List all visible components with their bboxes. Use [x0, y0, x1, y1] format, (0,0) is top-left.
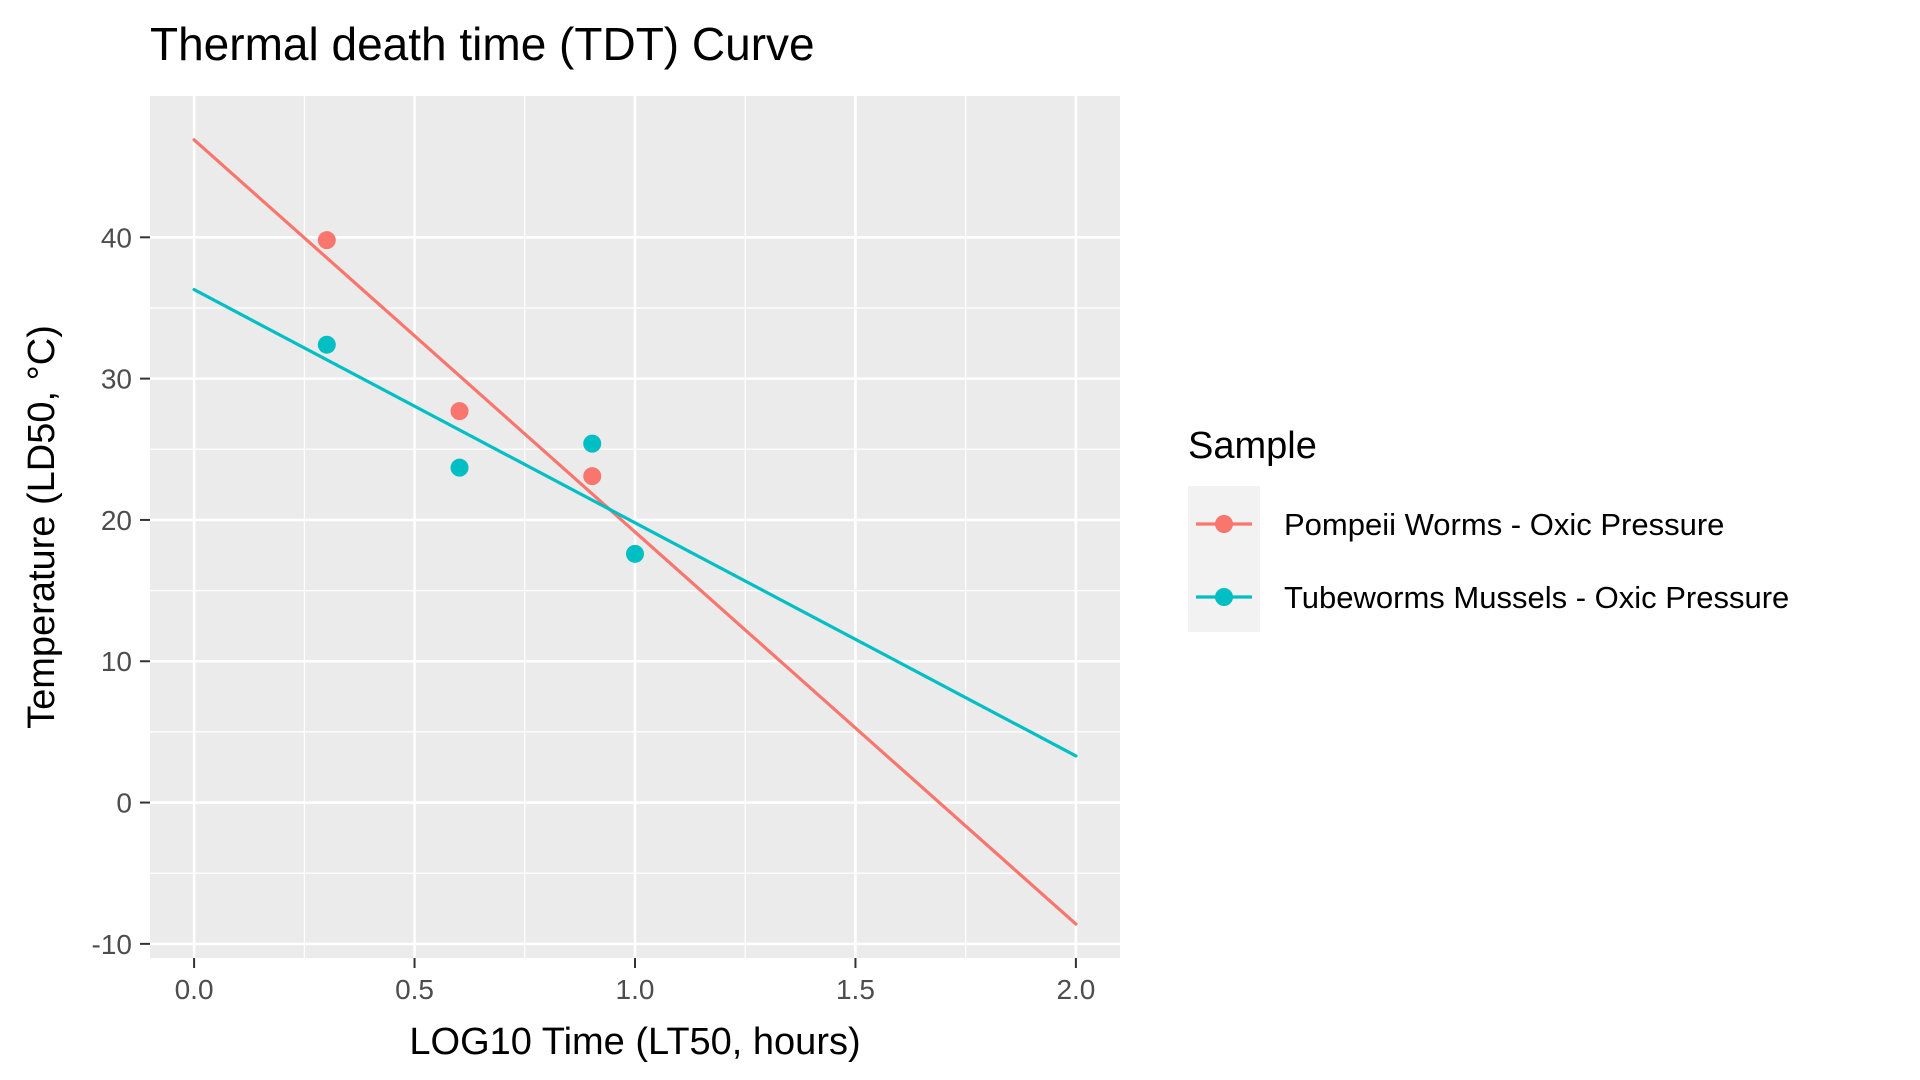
legend-label: Pompeii Worms - Oxic Pressure	[1284, 507, 1724, 542]
data-point-series-1	[317, 231, 336, 250]
fit-line-series-1	[192, 138, 1078, 926]
data-point-series-1	[450, 402, 469, 421]
y-tick-label: 40	[101, 222, 132, 253]
x-axis-ticks: 0.0 0.5 1.0 1.5 2.0	[175, 958, 1095, 1005]
data-point-series-2	[626, 544, 644, 563]
x-tick-label: 0.0	[175, 974, 214, 1005]
x-tick-label: 1.0	[616, 974, 655, 1005]
legend-items: Pompeii Worms - Oxic Pressure Tubeworms M…	[1196, 507, 1789, 615]
y-tick-label: 10	[101, 646, 132, 677]
legend-label: Tubeworms Mussels - Oxic Pressure	[1284, 580, 1789, 615]
chart-title: Thermal death time (TDT) Curve	[150, 18, 815, 70]
legend-key-point	[1215, 588, 1233, 606]
x-axis-title: LOG10 Time (LT50, hours)	[409, 1021, 860, 1063]
legend-title: Sample	[1188, 425, 1317, 467]
legend: Sample Pompeii Worms - Oxic Pressure Tube…	[1188, 425, 1789, 632]
fit-line-series-2	[192, 287, 1078, 758]
x-tick-label: 0.5	[395, 974, 434, 1005]
fit-lines	[192, 138, 1078, 926]
x-tick-label: 2.0	[1056, 974, 1095, 1005]
y-axis-ticks: -10 0 10 20 30 40	[92, 222, 150, 960]
data-point-series-2	[450, 458, 469, 477]
data-point-series-1	[583, 467, 602, 486]
data-point-series-2	[583, 434, 602, 453]
y-axis-title: Temperature (LD50, °C)	[21, 325, 63, 729]
x-tick-label: 1.5	[836, 974, 875, 1005]
legend-key-point	[1215, 515, 1233, 533]
gridlines	[150, 96, 1120, 958]
y-tick-label: 30	[101, 364, 132, 395]
legend-key-background	[1188, 486, 1260, 632]
y-tick-label: 20	[101, 505, 132, 536]
y-tick-label: -10	[92, 929, 132, 960]
data-point-series-2	[317, 335, 336, 354]
data-points	[317, 231, 644, 563]
y-tick-label: 0	[116, 788, 132, 819]
